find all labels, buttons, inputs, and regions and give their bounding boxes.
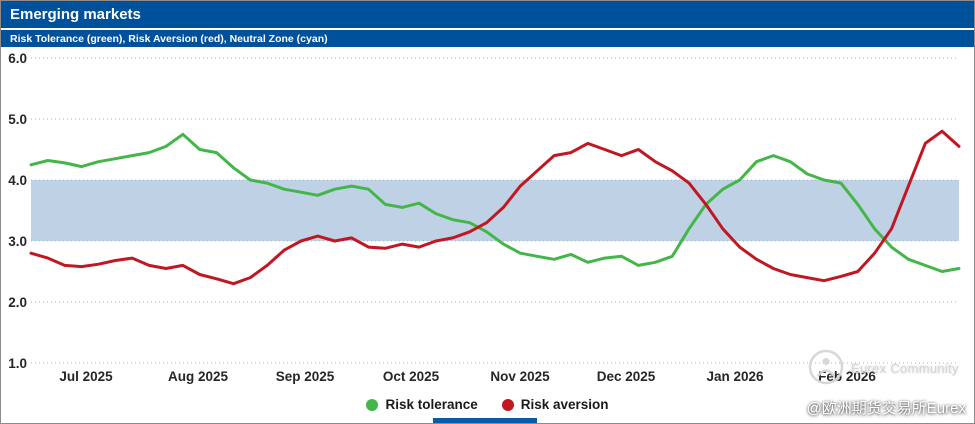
x-axis-label: Jan 2026 bbox=[706, 369, 764, 384]
neutral-zone-band bbox=[31, 180, 959, 241]
chart-subtitle: Risk Tolerance (green), Risk Aversion (r… bbox=[10, 32, 328, 45]
x-axis-label: Sep 2025 bbox=[275, 369, 335, 384]
y-axis-label: 4.0 bbox=[8, 173, 27, 188]
y-axis-label: 6.0 bbox=[8, 51, 27, 66]
series-risk-aversion bbox=[29, 129, 961, 286]
chart-title: Emerging markets bbox=[10, 6, 141, 23]
legend-label: Risk aversion bbox=[520, 397, 609, 412]
x-axis-label: Jul 2025 bbox=[59, 369, 113, 384]
watermark-handle: @欧洲期货交易所Eurex bbox=[806, 400, 966, 417]
chart-area: 6.0 5.0 4.0 3.0 2.0 1.0 Jul 2025 Aug 2025 Sep 2… bbox=[1, 47, 974, 423]
series-risk-tolerance bbox=[29, 132, 961, 273]
legend-item-risk-aversion: Risk aversion bbox=[501, 397, 609, 412]
y-axis-label: 2.0 bbox=[8, 295, 27, 310]
chart-subtitle-bar: Risk Tolerance (green), Risk Aversion (r… bbox=[1, 30, 974, 47]
eurex-community-logo-icon bbox=[808, 349, 844, 385]
legend-item-risk-tolerance: Risk tolerance bbox=[366, 397, 478, 412]
legend-label: Risk tolerance bbox=[385, 397, 478, 412]
y-axis-label: 3.0 bbox=[8, 234, 27, 249]
x-axis-label: Aug 2025 bbox=[167, 369, 229, 384]
legend-marker-icon bbox=[366, 398, 379, 411]
x-axis-label: Nov 2025 bbox=[490, 369, 550, 384]
y-axis-label: 5.0 bbox=[8, 112, 27, 127]
x-axis-label: Dec 2025 bbox=[596, 369, 656, 384]
line-chart: 6.0 5.0 4.0 3.0 2.0 1.0 bbox=[8, 51, 961, 371]
watermark-community-label: Eurex Community bbox=[851, 361, 959, 376]
chart-legend: Risk tolerance Risk aversion bbox=[1, 397, 974, 412]
chart-title-bar: Emerging markets bbox=[1, 1, 974, 28]
legend-marker-icon bbox=[501, 398, 514, 411]
x-axis: Jul 2025 Aug 2025 Sep 2025 Oct 2025 Nov 2025… bbox=[1, 369, 974, 387]
bottom-blue-bar bbox=[433, 418, 537, 423]
y-axis-label: 1.0 bbox=[8, 356, 27, 371]
x-axis-label: Oct 2025 bbox=[382, 369, 440, 384]
